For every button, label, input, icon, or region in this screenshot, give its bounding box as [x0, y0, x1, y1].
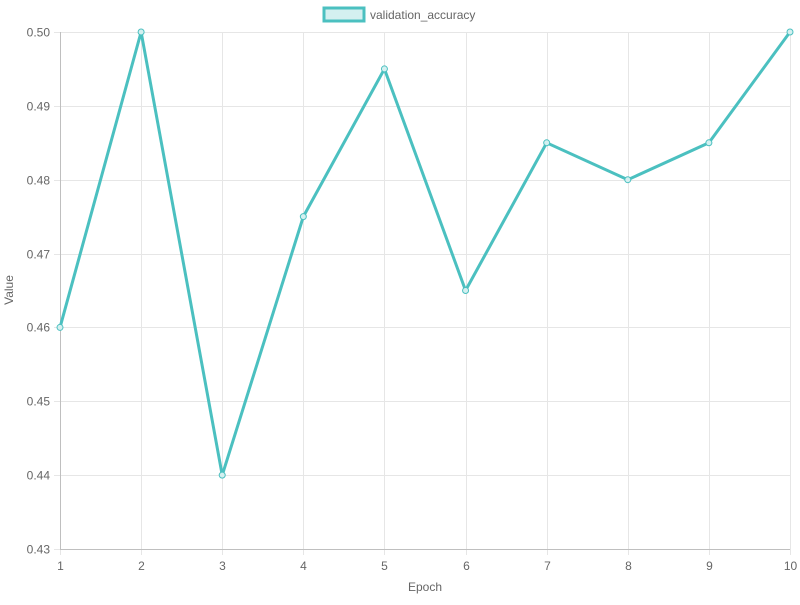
y-tick-label: 0.44	[27, 469, 51, 483]
y-tick-label: 0.46	[27, 321, 51, 335]
grid	[54, 32, 791, 555]
x-tick-label: 4	[300, 559, 307, 573]
series-layer	[56, 28, 794, 479]
axes	[60, 32, 790, 550]
data-point[interactable]	[137, 28, 145, 36]
data-point[interactable]	[624, 176, 632, 184]
x-tick-label: 2	[138, 559, 145, 573]
x-tick-label: 6	[463, 559, 470, 573]
y-tick-label: 0.48	[27, 174, 51, 188]
x-tick-labels: 1 2 3 4 5 6 7 8 9 10	[57, 559, 797, 573]
data-point[interactable]	[786, 28, 794, 36]
data-point[interactable]	[299, 213, 307, 221]
data-point[interactable]	[380, 65, 388, 73]
x-tick-label: 8	[625, 559, 632, 573]
y-tick-labels: 0.43 0.44 0.45 0.46 0.47 0.48 0.49 0.50	[27, 26, 51, 557]
x-tick-label: 5	[381, 559, 388, 573]
y-tick-label: 0.43	[27, 543, 51, 557]
legend[interactable]: validation_accuracy	[322, 6, 475, 23]
data-point[interactable]	[56, 323, 64, 331]
data-point[interactable]	[543, 139, 551, 147]
x-tick-label: 1	[57, 559, 64, 573]
data-point[interactable]	[218, 471, 226, 479]
series-line	[58, 31, 792, 476]
y-tick-label: 0.49	[27, 100, 51, 114]
y-tick-label: 0.45	[27, 395, 51, 409]
x-axis-title: Epoch	[408, 580, 442, 594]
legend-label[interactable]: validation_accuracy	[370, 8, 475, 22]
x-tick-label: 3	[219, 559, 226, 573]
y-tick-label: 0.47	[27, 248, 51, 262]
x-tick-label: 9	[706, 559, 713, 573]
y-tick-label: 0.50	[27, 26, 51, 40]
data-point[interactable]	[705, 139, 713, 147]
y-axis-title: Value	[2, 275, 16, 305]
data-point[interactable]	[462, 287, 470, 294]
legend-swatch[interactable]	[322, 6, 366, 23]
x-tick-label: 7	[544, 559, 551, 573]
x-tick-label: 10	[784, 559, 798, 573]
